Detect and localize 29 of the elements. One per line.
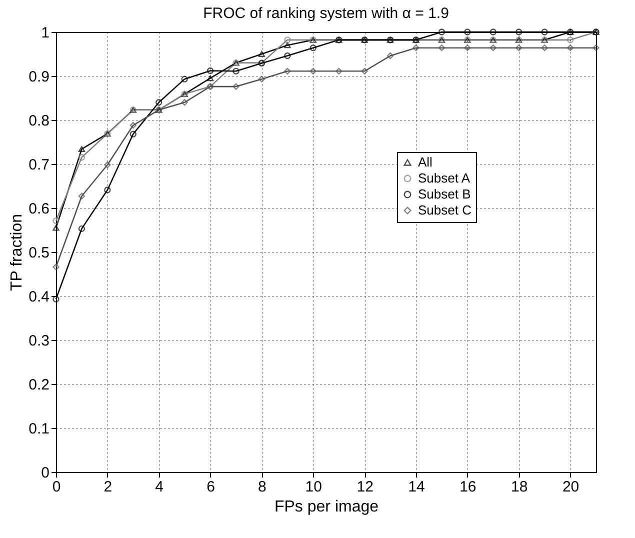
x-tick-label: 10: [305, 478, 322, 496]
legend-label: Subset B: [418, 186, 471, 202]
x-tick-label: 2: [104, 478, 112, 496]
y-axis-title: TP fraction: [8, 214, 26, 292]
chart-title: FROC of ranking system with α = 1.9: [203, 5, 449, 22]
x-tick-label: 14: [408, 478, 425, 496]
x-tick-label: 0: [52, 478, 61, 496]
y-tick-label: 0.3: [28, 332, 50, 350]
x-tick-label: 8: [258, 478, 266, 496]
x-tick-label: 4: [155, 478, 164, 496]
legend-label: All: [418, 154, 433, 170]
y-tick-label: 0: [41, 464, 50, 482]
y-tick-label: 0.2: [28, 376, 50, 394]
y-tick-label: 0.7: [28, 156, 50, 174]
x-axis-title: FPs per image: [274, 498, 379, 516]
y-tick-label: 0.4: [28, 288, 50, 306]
x-tick-label: 16: [460, 478, 476, 496]
y-tick-label: 0.1: [28, 420, 50, 438]
x-tick-label: 6: [206, 478, 215, 496]
x-tick-label: 12: [356, 478, 374, 496]
legend-label: Subset A: [418, 170, 470, 186]
y-tick-label: 0.5: [28, 244, 50, 262]
x-tick-label: 20: [562, 478, 580, 496]
y-tick-label: 0.8: [28, 112, 50, 130]
legend-label: Subset C: [418, 202, 472, 218]
y-tick-label: 1: [41, 24, 50, 42]
y-tick-label: 0.9: [28, 68, 50, 86]
y-tick-label: 0.6: [28, 200, 50, 218]
x-tick-label: 18: [511, 478, 528, 496]
